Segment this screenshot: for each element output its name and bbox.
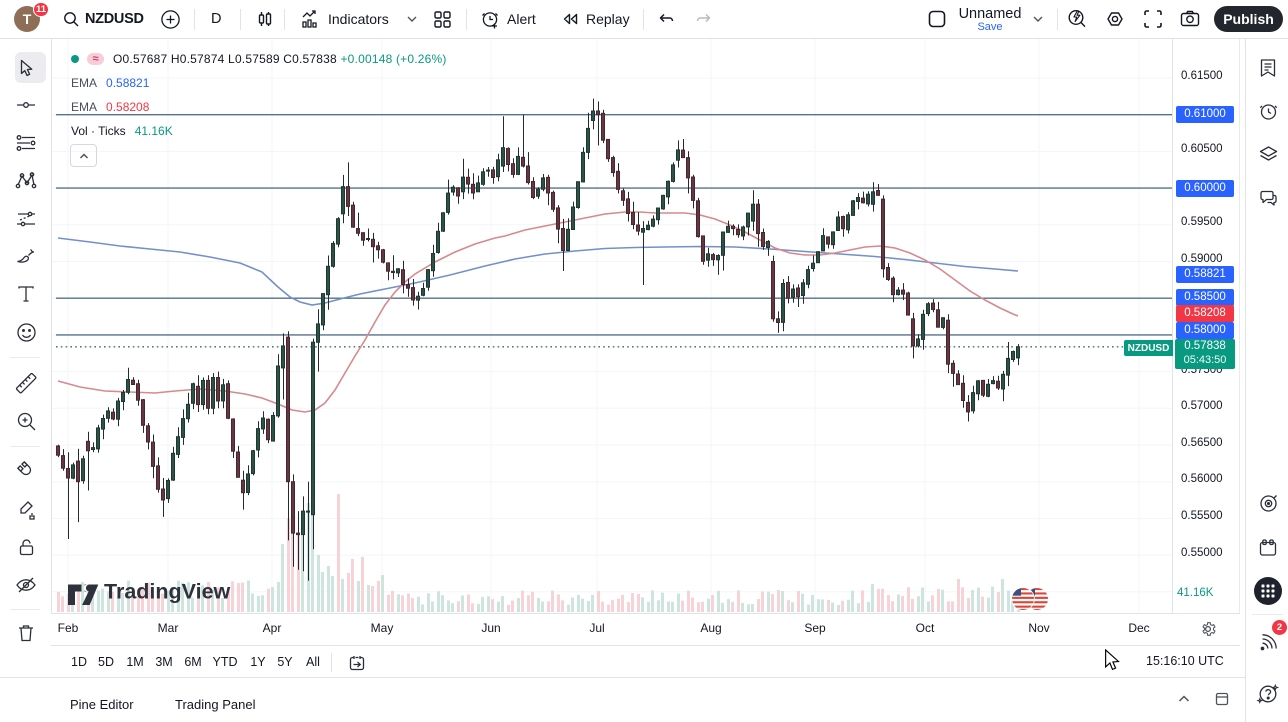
svg-text:TradingView: TradingView (104, 580, 231, 604)
